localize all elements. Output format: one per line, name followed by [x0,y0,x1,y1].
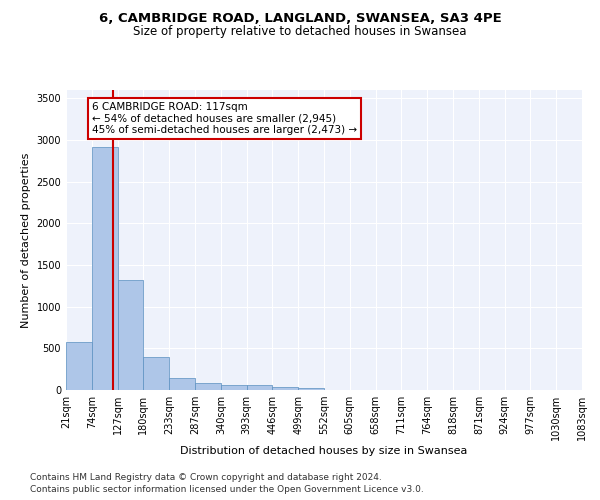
Bar [118,280,143,390]
Bar [247,386,272,390]
Text: Contains HM Land Registry data © Crown copyright and database right 2024.: Contains HM Land Registry data © Crown c… [30,472,382,482]
Y-axis label: Number of detached properties: Number of detached properties [21,152,31,328]
X-axis label: Distribution of detached houses by size in Swansea: Distribution of detached houses by size … [181,446,467,456]
Bar [169,378,195,390]
Text: Size of property relative to detached houses in Swansea: Size of property relative to detached ho… [133,25,467,38]
Bar [195,384,221,390]
Bar [298,388,324,390]
Bar [221,385,247,390]
Text: 6, CAMBRIDGE ROAD, LANGLAND, SWANSEA, SA3 4PE: 6, CAMBRIDGE ROAD, LANGLAND, SWANSEA, SA… [98,12,502,26]
Bar [272,386,298,390]
Text: 6 CAMBRIDGE ROAD: 117sqm
← 54% of detached houses are smaller (2,945)
45% of sem: 6 CAMBRIDGE ROAD: 117sqm ← 54% of detach… [92,102,357,135]
Bar [143,356,169,390]
Text: Contains public sector information licensed under the Open Government Licence v3: Contains public sector information licen… [30,485,424,494]
Bar [66,342,92,390]
Bar [92,146,118,390]
